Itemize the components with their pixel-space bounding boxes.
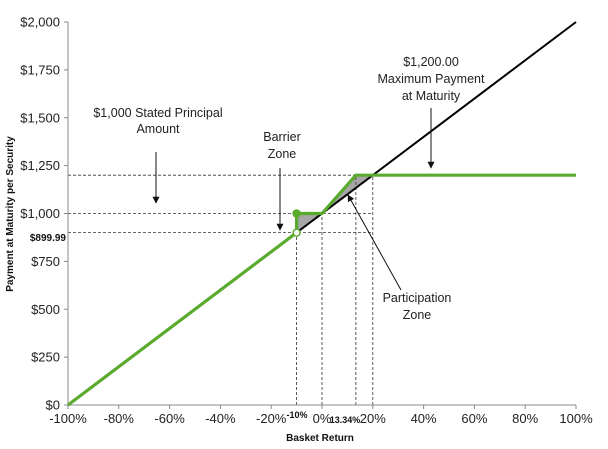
arrow-participation-zone	[347, 194, 402, 291]
point-open	[292, 228, 301, 237]
annotation-stated-principal-line2: Amount	[136, 122, 180, 136]
annotation-max-payment-line2: Maximum Payment	[378, 72, 485, 86]
x-tick-label: 60%	[461, 411, 487, 426]
annotation-barrier-zone-line2: Zone	[268, 147, 297, 161]
x-tick-label: 100%	[559, 411, 593, 426]
y-tick-label: $500	[31, 302, 60, 317]
tick-labels: $0 $250 $500 $750 $1,000 $1,250 $1,500 $1,750 $2…	[20, 15, 593, 427]
axes	[64, 21, 577, 409]
y-axis-title: Payment at Maturity per Security	[5, 136, 16, 292]
x-tick-label: -100%	[49, 411, 87, 426]
point-filled	[292, 209, 301, 218]
x-marker-label-1334: 13.34%	[330, 415, 361, 425]
x-axis-title: Basket Return	[286, 433, 354, 444]
reference-lines	[68, 174, 374, 405]
annotation-participation-zone-line1: Participation	[383, 291, 452, 305]
y-tick-label: $750	[31, 254, 60, 269]
y-tick-label: $2,000	[20, 15, 60, 30]
y-tick-label: $1,500	[20, 110, 60, 125]
series-security-line	[67, 173, 576, 407]
x-tick-label: 80%	[512, 411, 538, 426]
x-tick-label: 20%	[360, 411, 386, 426]
y-marker-label-899: $899.99	[30, 233, 67, 244]
annotation-participation-zone-line2: Zone	[403, 308, 432, 322]
annotation-max-payment-line1: $1,200.00	[403, 55, 459, 69]
y-tick-label: $0	[46, 398, 60, 413]
annotation-barrier-zone-line1: Barrier	[263, 130, 301, 144]
x-tick-label: 40%	[411, 411, 437, 426]
y-tick-label: $1,000	[20, 206, 60, 221]
series-lines	[67, 21, 577, 407]
x-tick-label: -20%	[256, 411, 287, 426]
annotation-max-payment-line3: at Maturity	[402, 89, 461, 103]
x-tick-label: -60%	[154, 411, 185, 426]
annotation-stated-principal-line1: $1,000 Stated Principal	[93, 106, 222, 120]
y-tick-label: $250	[31, 350, 60, 365]
x-tick-label: 0%	[313, 411, 332, 426]
y-tick-label: $1,750	[20, 62, 60, 77]
y-tick-label: $1,250	[20, 158, 60, 173]
x-tick-label: -40%	[205, 411, 236, 426]
x-marker-label-neg10: -10%	[286, 410, 307, 420]
x-tick-label: -80%	[104, 411, 135, 426]
marked-points	[292, 209, 301, 237]
